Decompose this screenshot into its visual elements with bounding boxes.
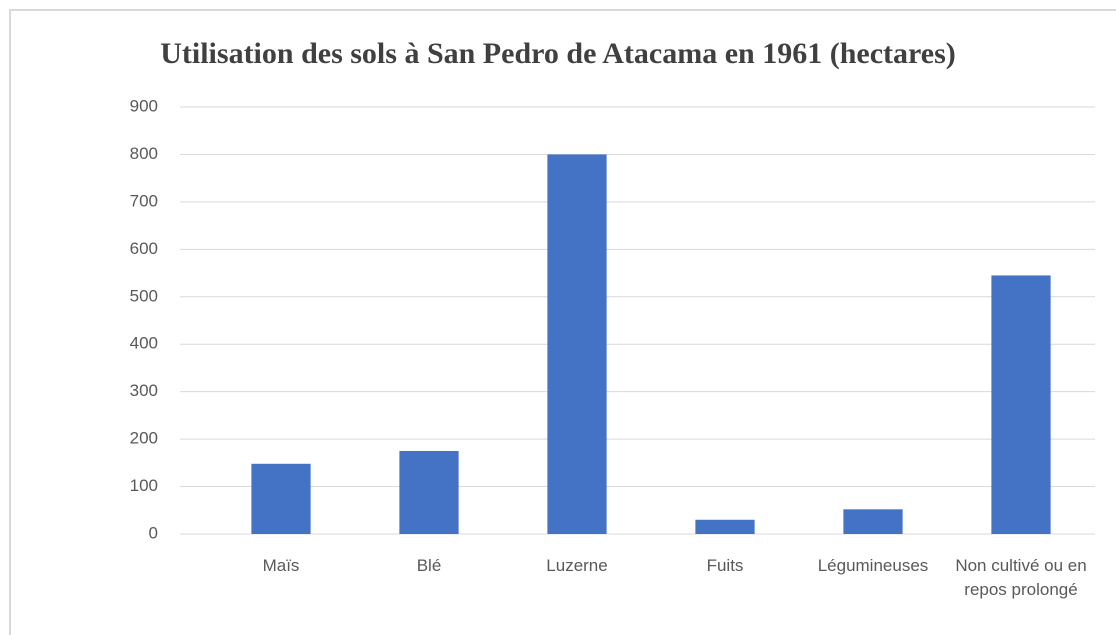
bar (399, 450, 459, 534)
chart-title: Utilisation des sols à San Pedro de Atac… (160, 37, 956, 70)
y-tick-label: 200 (130, 429, 158, 448)
y-tick-label: 700 (130, 191, 158, 210)
bar (991, 275, 1051, 534)
bar (843, 509, 903, 534)
chart-frame (9, 9, 1116, 635)
y-tick-label: 100 (130, 476, 158, 495)
x-tick-label: Maïs (262, 556, 300, 575)
y-tick-label: 900 (130, 96, 158, 115)
y-tick-label: 800 (130, 144, 158, 163)
bar (695, 519, 755, 534)
y-tick-label: 300 (130, 381, 158, 400)
x-tick-label: Blé (416, 556, 442, 575)
bar (547, 154, 607, 534)
y-tick-label: 400 (130, 334, 158, 353)
x-tick-label: Fuits (706, 556, 744, 575)
x-tick-label: Légumineuses (817, 556, 929, 575)
y-tick-label: 500 (130, 286, 158, 305)
x-tick-label: Non cultivé ou en repos prolongé (955, 556, 1087, 599)
y-tick-label: 0 (149, 523, 158, 542)
x-tick-label: Luzerne (546, 556, 608, 575)
bar (251, 463, 311, 534)
y-tick-label: 600 (130, 239, 158, 258)
